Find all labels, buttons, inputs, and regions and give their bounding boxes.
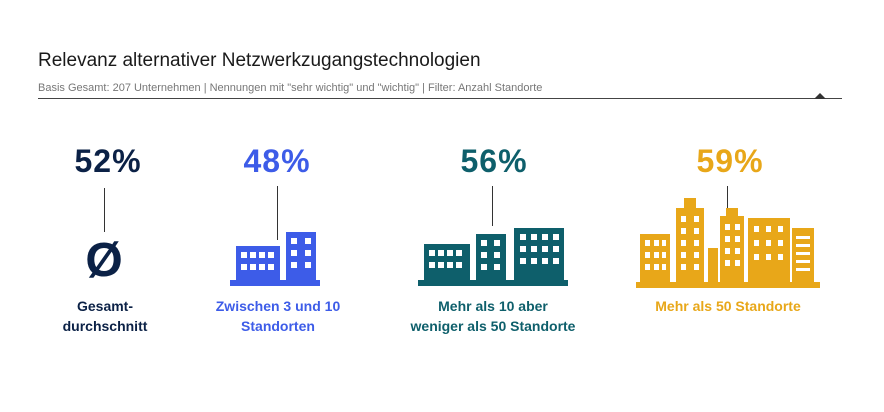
value-label-3-10: 48% <box>243 143 311 179</box>
value-label-50-plus: 59% <box>696 143 764 179</box>
value-label-10-50: 56% <box>460 143 528 179</box>
category-label-line: Zwischen 3 und 10 <box>215 298 341 314</box>
category-label-10-50: Mehr als 10 aber weniger als 50 Standort… <box>392 296 594 336</box>
category-label-line: Standorten <box>241 318 315 334</box>
connector-line-gesamt <box>104 188 105 232</box>
category-label-50-plus: Mehr als 50 Standorte <box>628 296 828 316</box>
category-label-line: Gesamt- <box>76 298 134 314</box>
category-label-line: weniger als 50 Standorte <box>410 318 576 334</box>
collapse-caret-icon[interactable] <box>814 93 826 99</box>
connector-line-10-50 <box>492 186 493 226</box>
value-label-gesamt: 52% <box>74 143 142 179</box>
category-label-line: Mehr als 50 Standorte <box>655 298 801 314</box>
category-label-3-10: Zwischen 3 und 10 Standorten <box>195 296 361 336</box>
average-symbol: Ø <box>85 234 123 287</box>
chart-title: Relevanz alternativer Netzwerkzugangstec… <box>38 50 481 71</box>
category-label-gesamt: Gesamt- durchschnitt <box>38 296 172 336</box>
connector-line-50-plus <box>727 186 728 210</box>
category-label-line: Mehr als 10 aber <box>438 298 548 314</box>
buildings-medium-icon <box>418 228 568 286</box>
connector-line-3-10 <box>277 186 278 240</box>
chart-subtitle: Basis Gesamt: 207 Unternehmen | Nennunge… <box>38 82 543 94</box>
category-label-line: durchschnitt <box>62 318 148 334</box>
header-divider <box>38 98 842 99</box>
buildings-small-icon <box>230 232 320 286</box>
buildings-large-icon <box>636 198 820 288</box>
